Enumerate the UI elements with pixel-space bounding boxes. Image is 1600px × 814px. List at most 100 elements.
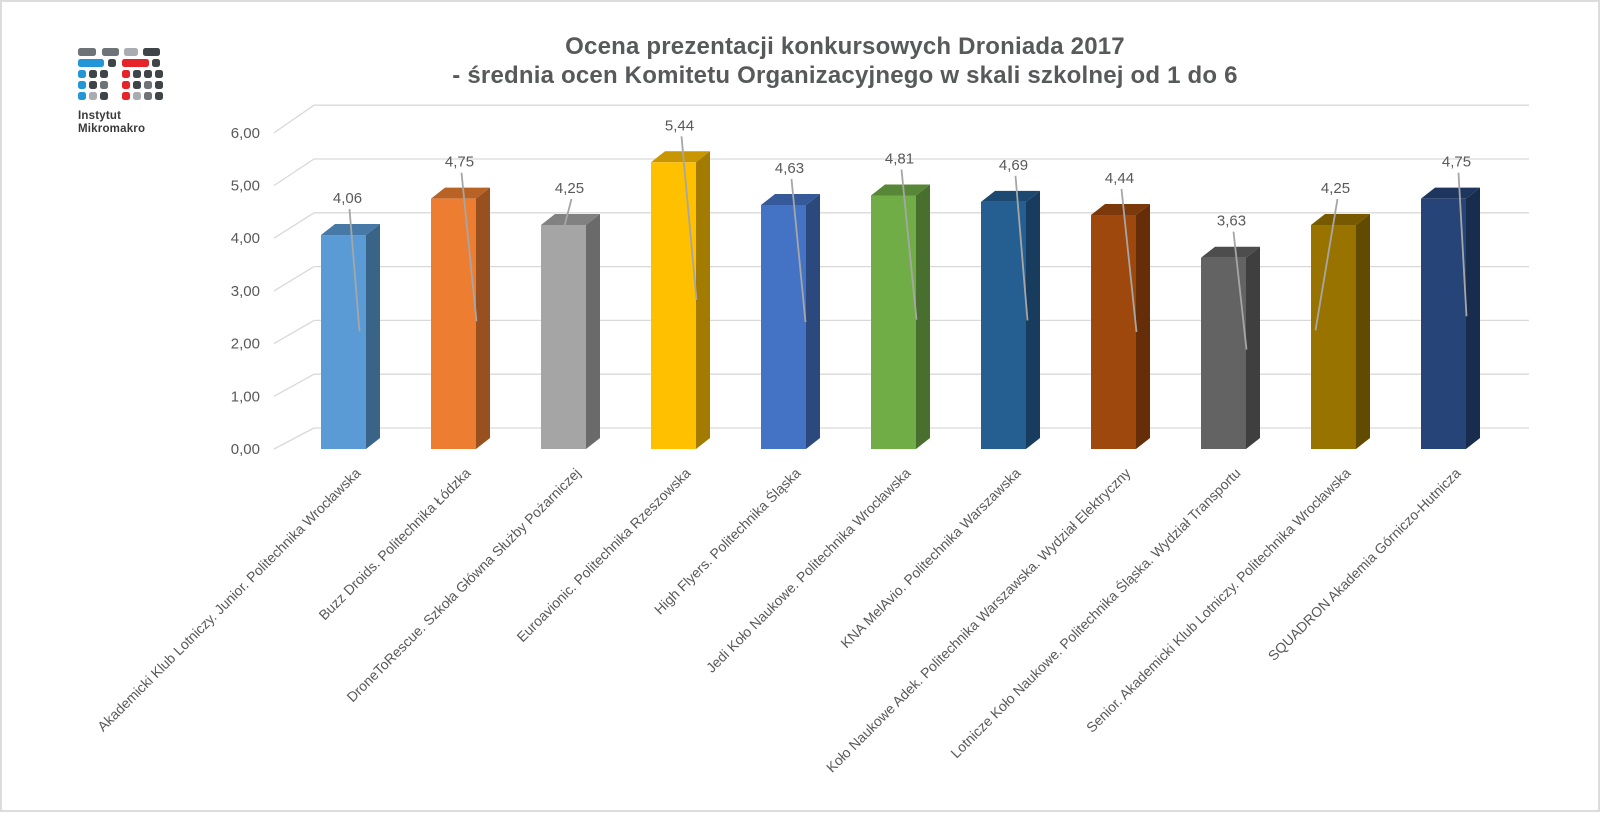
logo-dot bbox=[122, 59, 149, 67]
data-label-leader-line bbox=[562, 198, 573, 230]
logo-dot bbox=[122, 70, 130, 78]
x-axis-category-label: Senior. Akademicki Klub Lotniczy. Polite… bbox=[1083, 465, 1354, 736]
y-axis-tick-label: 2,00 bbox=[231, 336, 260, 353]
logo-dot bbox=[89, 92, 97, 100]
logo-dot bbox=[152, 59, 160, 67]
bar-side-face bbox=[1356, 214, 1370, 449]
gridline-stub bbox=[273, 373, 315, 397]
bar-side-face bbox=[916, 184, 930, 449]
logo-dot bbox=[89, 70, 97, 78]
data-label-leader-line bbox=[348, 208, 361, 332]
x-axis-category-label: KNA MelAvio. Politechnika Warszawska bbox=[837, 465, 1023, 651]
gridline-stub bbox=[273, 212, 315, 239]
bar bbox=[761, 204, 806, 449]
bar-side-face bbox=[696, 151, 710, 449]
data-label: 4,69 bbox=[999, 157, 1028, 174]
logo-text-line2: Mikromakro bbox=[78, 123, 146, 135]
data-label-leader-line bbox=[680, 136, 698, 301]
logo-dot bbox=[144, 81, 152, 89]
bar bbox=[431, 198, 476, 449]
logo-dot bbox=[78, 48, 96, 56]
y-axis-tick-label: 4,00 bbox=[231, 230, 260, 247]
data-label: 4,25 bbox=[1321, 180, 1350, 197]
logo-dot bbox=[124, 48, 138, 56]
gridline-stub bbox=[273, 158, 315, 187]
x-axis-category-label: DroneToRescue. Szkoła Główna Służby Poża… bbox=[343, 465, 583, 705]
logo-dot bbox=[108, 59, 116, 67]
logo-dot bbox=[102, 48, 119, 56]
gridline-stub bbox=[273, 266, 315, 292]
data-label: 4,63 bbox=[775, 160, 804, 177]
logo-dot bbox=[78, 81, 86, 89]
bar bbox=[321, 235, 366, 449]
data-label-leader-line bbox=[1120, 188, 1138, 333]
data-label: 4,44 bbox=[1105, 170, 1134, 187]
y-axis-tick-label: 5,00 bbox=[231, 178, 260, 195]
data-label-leader-line bbox=[460, 172, 478, 322]
data-label: 4,75 bbox=[445, 154, 474, 171]
data-label: 4,06 bbox=[333, 190, 362, 207]
bar bbox=[1311, 225, 1356, 449]
bar bbox=[871, 195, 916, 449]
bar-side-face bbox=[1246, 246, 1260, 449]
bar bbox=[651, 162, 696, 449]
chart-title-line1: Ocena prezentacji konkursowych Droniada … bbox=[565, 33, 1125, 60]
data-label-leader-line bbox=[1014, 175, 1029, 321]
instytut-mikromakro-logo: Instytut Mikromakro bbox=[78, 48, 248, 136]
logo-dot bbox=[78, 92, 86, 100]
logo-dot bbox=[78, 59, 104, 67]
logo-dot bbox=[143, 48, 160, 56]
data-label: 4,81 bbox=[885, 151, 914, 168]
bar-top-face bbox=[541, 214, 600, 226]
data-label-leader-line bbox=[1314, 198, 1339, 331]
logo-dot bbox=[122, 92, 130, 100]
bar-top-face bbox=[1311, 214, 1370, 226]
logo-dot bbox=[133, 70, 141, 78]
gridline-stub bbox=[273, 319, 315, 345]
data-label-leader-line bbox=[900, 169, 918, 320]
logo-dot bbox=[144, 92, 152, 100]
bar-top-face bbox=[431, 187, 490, 199]
logo-dot bbox=[133, 92, 141, 100]
bar-top-face bbox=[1421, 187, 1480, 199]
bar-side-face bbox=[586, 214, 600, 449]
logo-dot bbox=[100, 81, 108, 89]
bar-side-face bbox=[806, 193, 820, 449]
gridline-stub bbox=[273, 104, 315, 134]
logo-grid-icon bbox=[78, 48, 164, 100]
logo-dot bbox=[155, 70, 163, 78]
logo-dot bbox=[78, 70, 86, 78]
bar-side-face bbox=[476, 187, 490, 450]
logo-text-line1: Instytut bbox=[78, 110, 122, 122]
bar-side-face bbox=[1136, 204, 1150, 449]
bar-side-face bbox=[1026, 190, 1040, 449]
data-label-leader-line bbox=[790, 178, 807, 323]
data-label-leader-line bbox=[1232, 231, 1248, 350]
data-label: 5,44 bbox=[665, 117, 694, 134]
logo-dot bbox=[155, 81, 163, 89]
y-axis-tick-label: 6,00 bbox=[231, 125, 260, 142]
bar-side-face bbox=[366, 224, 380, 449]
y-axis-tick-label: 3,00 bbox=[231, 283, 260, 300]
data-label: 4,25 bbox=[555, 180, 584, 197]
chart-title-line2: - średnia ocen Komitetu Organizacyjnego … bbox=[452, 62, 1238, 89]
bar-top-face bbox=[761, 193, 820, 205]
bar bbox=[1201, 257, 1246, 449]
y-axis-tick-label: 1,00 bbox=[231, 388, 260, 405]
data-label: 3,63 bbox=[1217, 213, 1246, 230]
bar-top-face bbox=[1201, 246, 1260, 258]
logo-dot bbox=[100, 70, 108, 78]
data-label: 4,75 bbox=[1442, 154, 1471, 171]
chart-title: Ocena prezentacji konkursowych Droniada … bbox=[92, 32, 1598, 90]
bar-side-face bbox=[1466, 187, 1480, 450]
x-axis-category-label: Akademicki Klub Lotniczy. Junior. Polite… bbox=[94, 465, 364, 735]
bar-top-face bbox=[1091, 204, 1150, 216]
logo-dot bbox=[144, 70, 152, 78]
bar bbox=[1091, 215, 1136, 449]
bar-top-face bbox=[651, 151, 710, 163]
bar-top-face bbox=[871, 184, 930, 196]
logo-dot bbox=[89, 81, 97, 89]
x-axis-category-label: SQUADRON Akademia Górniczo-Hutnicza bbox=[1265, 465, 1464, 664]
data-label-leader-line bbox=[1457, 172, 1468, 317]
